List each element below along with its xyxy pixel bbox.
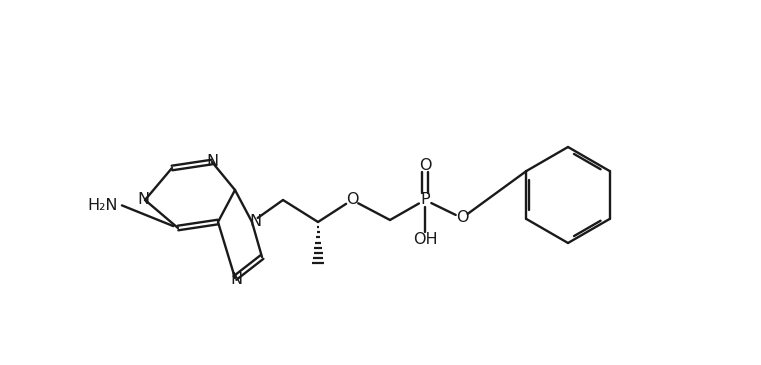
Text: O: O xyxy=(345,192,358,207)
Text: N: N xyxy=(230,273,242,288)
Text: O: O xyxy=(456,211,468,226)
Text: H₂N: H₂N xyxy=(88,197,118,212)
Text: P: P xyxy=(420,192,430,207)
Text: N: N xyxy=(137,192,149,207)
Text: N: N xyxy=(249,215,261,230)
Text: OH: OH xyxy=(412,233,438,247)
Text: N: N xyxy=(206,154,218,169)
Text: O: O xyxy=(419,158,431,173)
